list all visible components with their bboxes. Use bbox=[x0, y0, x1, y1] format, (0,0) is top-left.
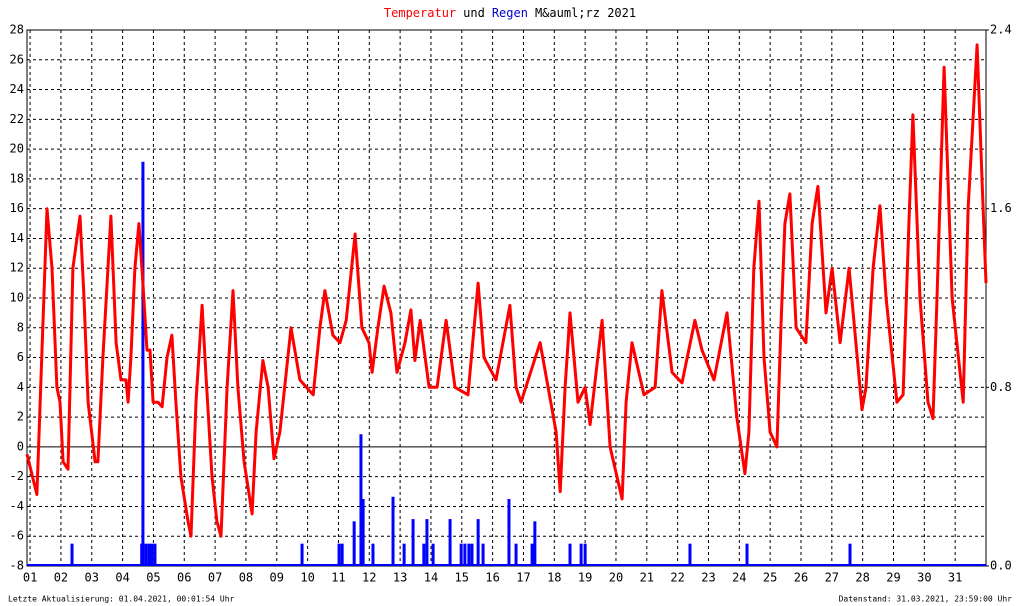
x-tick-label: 23 bbox=[701, 571, 715, 585]
y-tick-label: 2 bbox=[17, 410, 24, 424]
y2-tick-label: 1.6 bbox=[990, 201, 1012, 215]
x-tick-label: 25 bbox=[763, 571, 777, 585]
x-tick-label: 19 bbox=[578, 571, 592, 585]
y-tick-label: 14 bbox=[10, 231, 24, 245]
rain-bar bbox=[470, 543, 474, 566]
y-tick-label: 12 bbox=[10, 261, 24, 275]
rain-bar bbox=[391, 496, 395, 566]
x-tick-label: 28 bbox=[855, 571, 869, 585]
rain-bar bbox=[467, 543, 471, 566]
y-tick-label: 20 bbox=[10, 142, 24, 156]
y-tick-label: 22 bbox=[10, 112, 24, 126]
rain-bar bbox=[688, 543, 692, 566]
rain-bar bbox=[402, 543, 406, 566]
title-part: Regen bbox=[492, 6, 528, 20]
rain-bar bbox=[150, 543, 154, 566]
x-tick-label: 31 bbox=[948, 571, 962, 585]
x-tick-label: 22 bbox=[670, 571, 684, 585]
title-part: und bbox=[463, 6, 485, 20]
y2-tick-label: 2.4 bbox=[990, 23, 1012, 37]
y-tick-label: 24 bbox=[10, 82, 24, 96]
x-tick-label: 18 bbox=[547, 571, 561, 585]
rain-bar bbox=[530, 543, 534, 566]
temperature-line bbox=[25, 43, 988, 538]
footer-left: Letzte Aktualisierung: 01.04.2021, 00:01… bbox=[8, 595, 235, 604]
title-part: Temperatur bbox=[384, 6, 456, 20]
y-tick-label: 16 bbox=[10, 201, 24, 215]
rain-bar bbox=[568, 543, 572, 566]
y-tick-label: 0 bbox=[17, 439, 24, 453]
rain-bar bbox=[583, 543, 587, 566]
rain-bar bbox=[463, 543, 467, 566]
rain-bar bbox=[147, 543, 151, 566]
rain-bar bbox=[144, 543, 148, 566]
rain-bar bbox=[507, 499, 511, 566]
rain-bar bbox=[848, 543, 852, 566]
x-tick-label: 02 bbox=[54, 571, 68, 585]
rain-bar bbox=[361, 499, 365, 566]
rain-bar bbox=[425, 519, 429, 566]
x-tick-label: 17 bbox=[516, 571, 530, 585]
rain-bar bbox=[514, 543, 518, 566]
rain-bar bbox=[300, 543, 304, 566]
rain-bar bbox=[459, 543, 463, 566]
x-tick-label: 15 bbox=[455, 571, 469, 585]
rain-bar bbox=[431, 543, 435, 566]
y-tick-label: -6 bbox=[10, 529, 24, 543]
y-tick-label: 4 bbox=[17, 380, 24, 394]
footer-right: Datenstand: 31.03.2021, 23:59:00 Uhr bbox=[839, 595, 1013, 604]
x-tick-label: 04 bbox=[115, 571, 129, 585]
x-tick-label: 01 bbox=[23, 571, 37, 585]
rain-bar bbox=[481, 543, 485, 566]
x-tick-label: 30 bbox=[917, 571, 931, 585]
x-tick-label: 07 bbox=[208, 571, 222, 585]
y-tick-label: 28 bbox=[10, 23, 24, 37]
rain-bar bbox=[533, 521, 537, 566]
x-tick-label: 14 bbox=[424, 571, 438, 585]
y-tick-label: 8 bbox=[17, 320, 24, 334]
y-tick-label: 18 bbox=[10, 171, 24, 185]
y-tick-label: 26 bbox=[10, 52, 24, 66]
x-tick-label: 11 bbox=[331, 571, 345, 585]
y-tick-label: -8 bbox=[10, 559, 24, 573]
y-tick-label: -2 bbox=[10, 469, 24, 483]
title-part: M&auml;rz 2021 bbox=[535, 6, 636, 20]
chart-title: Temperatur und Regen M&auml;rz 2021 bbox=[384, 6, 636, 20]
rain-bar bbox=[352, 521, 356, 566]
rain-bar bbox=[70, 543, 74, 566]
rain-bar bbox=[422, 543, 426, 566]
rain-bar bbox=[340, 543, 344, 566]
x-tick-label: 24 bbox=[732, 571, 746, 585]
x-tick-label: 29 bbox=[886, 571, 900, 585]
x-tick-label: 03 bbox=[85, 571, 99, 585]
rain-bar bbox=[745, 543, 749, 566]
x-tick-label: 10 bbox=[300, 571, 314, 585]
x-tick-label: 20 bbox=[609, 571, 623, 585]
x-tick-label: 21 bbox=[640, 571, 654, 585]
rain-bar bbox=[371, 543, 375, 566]
x-tick-label: 09 bbox=[270, 571, 284, 585]
rain-bar bbox=[448, 519, 452, 566]
x-tick-label: 08 bbox=[239, 571, 253, 585]
x-tick-label: 16 bbox=[485, 571, 499, 585]
rain-bar bbox=[579, 543, 583, 566]
x-tick-label: 13 bbox=[393, 571, 407, 585]
rain-bar bbox=[337, 543, 341, 566]
rain-bar bbox=[153, 543, 157, 566]
x-tick-label: 27 bbox=[825, 571, 839, 585]
rain-bar bbox=[476, 519, 480, 566]
x-tick-label: 05 bbox=[146, 571, 160, 585]
y-tick-label: -4 bbox=[10, 499, 24, 513]
rain-bar bbox=[411, 519, 415, 566]
x-tick-label: 06 bbox=[177, 571, 191, 585]
y2-tick-label: 0.8 bbox=[990, 380, 1012, 394]
y-tick-label: 10 bbox=[10, 291, 24, 305]
x-tick-label: 26 bbox=[794, 571, 808, 585]
y-tick-label: 6 bbox=[17, 350, 24, 364]
rain-bar bbox=[141, 161, 145, 566]
x-tick-label: 12 bbox=[362, 571, 376, 585]
rain-bar bbox=[359, 434, 363, 566]
y2-tick-label: 0.0 bbox=[990, 559, 1012, 573]
